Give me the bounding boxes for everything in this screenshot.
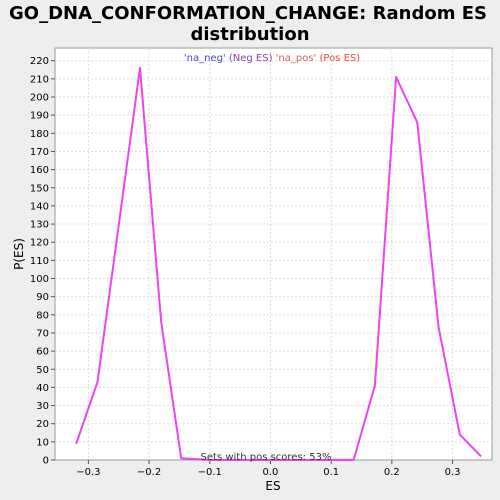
y-tick-label: 40 [36,383,49,394]
y-tick-label: 50 [36,365,49,376]
y-tick-label: 160 [30,165,49,176]
legend: 'na_neg' (Neg ES) 'na_pos' (Pos ES) [184,53,360,64]
x-tick-label: 0.2 [384,467,400,478]
y-tick-label: 190 [30,111,49,122]
y-tick-label: 150 [30,183,49,194]
pos-scores-annotation: Sets with pos scores: 53% [201,452,332,463]
y-tick-label: 100 [30,274,49,285]
legend-entry: (Neg ES) [226,53,273,64]
y-tick-label: 180 [30,129,49,140]
y-tick-label: 30 [36,401,49,412]
x-tick-label: 0.3 [445,467,461,478]
legend-entry: (Pos ES) [316,53,360,64]
legend-entry: 'na_pos' [272,53,316,64]
x-axis-label: ES [265,479,280,493]
x-tick-label: 0.1 [323,467,339,478]
y-tick-label: 220 [30,56,49,67]
axis-ticks: 0 10 20 30 40 50 60 70 80 90 100 110 120 130 140 150 160… [30,56,461,478]
plot-area [54,47,493,461]
x-tick-label: −0.3 [76,467,100,478]
y-axis-label: P(ES) [12,238,26,270]
y-tick-label: 80 [36,310,49,321]
y-tick-label: 60 [36,347,49,358]
x-tick-label: −0.2 [137,467,161,478]
y-tick-label: 20 [36,419,49,430]
y-tick-label: 130 [30,220,49,231]
chart-title-line-1: GO_DNA_CONFORMATION_CHANGE: Random ES [9,3,487,24]
y-tick-label: 10 [36,437,49,448]
y-tick-label: 200 [30,93,49,104]
y-tick-label: 0 [43,456,49,467]
y-tick-label: 140 [30,201,49,212]
legend-entry: 'na_neg' [184,53,226,64]
y-tick-label: 170 [30,147,49,158]
x-tick-label: 0.0 [263,467,279,478]
chart-title-line-2: distribution [190,24,309,45]
series-line [75,67,482,461]
x-tick-label: −0.1 [198,467,222,478]
y-tick-label: 120 [30,238,49,249]
y-tick-label: 70 [36,328,49,339]
y-tick-label: 110 [30,256,49,267]
series-layer [75,67,482,461]
y-tick-label: 90 [36,292,49,303]
y-tick-label: 210 [30,74,49,85]
grid [55,48,492,460]
